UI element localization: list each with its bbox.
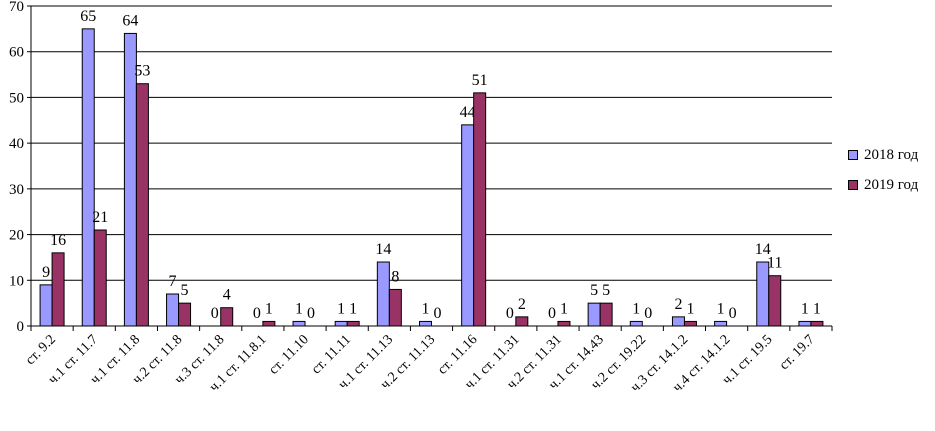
data-label-series-2: 8: [391, 268, 399, 285]
data-label-series-1: 9: [42, 264, 50, 281]
bar-series-2: [515, 316, 529, 327]
bar-series-1: [461, 124, 475, 327]
bar-series-2: [220, 307, 234, 327]
legend-label-series-2: 2019 год: [864, 176, 919, 193]
data-label-series-2: 5: [181, 282, 189, 299]
legend-swatch-series-2: [848, 180, 858, 190]
bar-series-2: [93, 229, 107, 327]
data-label-series-2: 11: [767, 255, 782, 272]
bar-series-2: [599, 302, 613, 327]
data-label-series-2: 51: [472, 72, 488, 89]
data-label-series-1: 14: [755, 241, 771, 258]
data-label-series-1: 44: [460, 104, 476, 121]
bar-series-1: [376, 261, 390, 327]
bar-series-2: [388, 288, 402, 327]
bar-series-1: [714, 320, 728, 327]
data-label-series-2: 16: [50, 232, 66, 249]
bar-series-1: [629, 320, 643, 327]
data-label-series-2: 0: [307, 305, 315, 322]
data-label-series-1: 0: [211, 305, 219, 322]
data-label-series-2: 1: [265, 300, 273, 317]
y-tick-label: 30: [9, 182, 24, 198]
y-tick-label: 20: [9, 228, 24, 244]
category-label: ст. 11.10: [266, 332, 311, 377]
data-label-series-2: 5: [602, 282, 610, 299]
data-label-series-2: 2: [518, 296, 526, 313]
bar-series-2: [473, 92, 487, 327]
legend-item-series-1: 2018 год: [848, 140, 918, 170]
bar-series-2: [135, 83, 149, 327]
y-tick-label: 0: [17, 319, 25, 335]
bar-series-2: [51, 252, 65, 327]
data-label-series-1: 7: [169, 273, 177, 290]
data-label-series-1: 0: [548, 305, 556, 322]
data-label-series-1: 64: [122, 12, 138, 29]
category-label: ст. 9.2: [23, 332, 59, 368]
data-label-series-2: 0: [729, 305, 737, 322]
data-label-series-2: 0: [434, 305, 442, 322]
data-label-series-2: 1: [813, 300, 821, 317]
bar-series-1: [292, 320, 306, 327]
bar-series-2: [346, 320, 360, 327]
y-tick-label: 40: [9, 136, 24, 152]
category-label: ст. 19.7: [777, 332, 818, 373]
data-label-series-1: 5: [590, 282, 598, 299]
data-label-series-2: 21: [92, 209, 108, 226]
data-label-series-2: 1: [560, 300, 568, 317]
data-label-series-1: 1: [422, 300, 430, 317]
data-label-series-1: 1: [801, 300, 809, 317]
bar-series-1: [671, 316, 685, 327]
data-label-series-1: 1: [717, 300, 725, 317]
bar-series-1: [334, 320, 348, 327]
bar-series-2: [178, 302, 192, 327]
data-label-series-1: 1: [295, 300, 303, 317]
bar-series-1: [81, 28, 95, 327]
y-tick-label: 70: [9, 0, 24, 15]
data-label-series-1: 0: [253, 305, 261, 322]
bar-series-2: [262, 320, 276, 327]
chart-legend: 2018 год 2019 год: [848, 140, 918, 200]
bar-series-1: [39, 284, 53, 327]
data-label-series-2: 0: [644, 305, 652, 322]
data-label-series-2: 4: [223, 287, 231, 304]
bar-series-2: [683, 320, 697, 327]
data-label-series-1: 1: [337, 300, 345, 317]
legend-label-series-1: 2018 год: [864, 146, 919, 163]
data-label-series-1: 1: [632, 300, 640, 317]
y-tick-label: 10: [9, 273, 24, 289]
bar-series-2: [768, 275, 782, 327]
bar-series-1: [419, 320, 432, 327]
legend-item-series-2: 2019 год: [848, 170, 918, 200]
data-label-series-2: 53: [134, 63, 150, 80]
legend-swatch-series-1: [848, 150, 858, 160]
bar-series-1: [587, 302, 601, 327]
bar-series-2: [557, 320, 571, 327]
bar-series-1: [798, 320, 812, 327]
data-label-series-2: 1: [349, 300, 357, 317]
y-tick-label: 60: [9, 45, 24, 61]
data-label-series-1: 65: [80, 8, 96, 25]
data-label-series-1: 14: [375, 241, 391, 258]
bar-series-1: [166, 293, 180, 327]
data-label-series-1: 0: [506, 305, 514, 322]
data-label-series-1: 2: [674, 296, 682, 313]
bar-series-2: [810, 320, 824, 327]
data-label-series-2: 1: [686, 300, 694, 317]
y-tick-label: 50: [9, 90, 24, 106]
